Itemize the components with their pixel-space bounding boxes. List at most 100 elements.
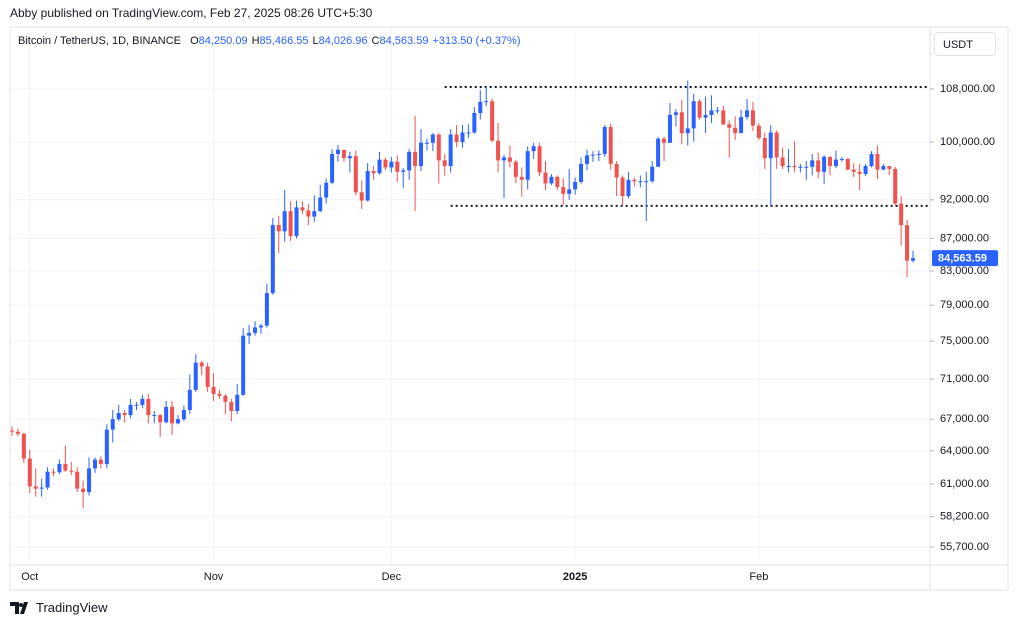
x-tick-label: Nov bbox=[204, 571, 224, 583]
candle-body bbox=[857, 171, 862, 174]
y-tick-label: 108,000.00 bbox=[940, 83, 995, 95]
y-tick-label: 71,000.00 bbox=[940, 373, 989, 385]
grid-layer bbox=[10, 27, 930, 565]
last-price-tag bbox=[932, 250, 998, 267]
candle-body bbox=[845, 158, 850, 170]
candle-body bbox=[531, 146, 536, 152]
candle-body bbox=[590, 154, 595, 156]
candle-body bbox=[235, 394, 240, 411]
x-tick-label: Dec bbox=[382, 571, 402, 583]
candle-body bbox=[33, 486, 38, 489]
candle-body bbox=[513, 161, 518, 177]
y-tick-label: 100,000.00 bbox=[940, 136, 995, 148]
candle-body bbox=[454, 134, 459, 143]
candle-body bbox=[134, 404, 139, 406]
candle-body bbox=[187, 389, 192, 410]
candle-body bbox=[869, 153, 874, 167]
candle-body bbox=[768, 132, 773, 159]
candle-body bbox=[697, 101, 702, 118]
candle-body bbox=[501, 157, 506, 161]
candle-body bbox=[419, 142, 424, 167]
candle-body bbox=[561, 187, 566, 194]
candle-body bbox=[371, 171, 376, 174]
candle-body bbox=[828, 156, 833, 167]
candle-body bbox=[258, 325, 263, 328]
candle-body bbox=[792, 166, 797, 168]
candle-body bbox=[253, 327, 258, 333]
candle-body bbox=[507, 157, 512, 162]
candle-body bbox=[863, 166, 868, 174]
candle-body bbox=[709, 110, 714, 115]
symbol: Bitcoin / TetherUS, 1D, BINANCE bbox=[18, 35, 182, 47]
candle-body bbox=[602, 127, 607, 154]
candle-body bbox=[128, 404, 133, 416]
candle-body bbox=[116, 413, 121, 420]
legend-value: +313.50 (+0.37%) bbox=[432, 35, 521, 47]
candle-body bbox=[152, 415, 157, 417]
candle-body bbox=[122, 413, 127, 416]
candle-body bbox=[312, 211, 317, 217]
candle-body bbox=[241, 335, 246, 395]
candle-body bbox=[673, 112, 678, 115]
candle-body bbox=[816, 160, 821, 172]
candle-body bbox=[401, 170, 406, 172]
publisher-line: Abby published on TradingView.com, Feb 2… bbox=[10, 6, 373, 20]
candle-body bbox=[365, 171, 370, 201]
y-tick-label: 75,000.00 bbox=[940, 335, 989, 347]
candle-body bbox=[833, 159, 838, 167]
candle-body bbox=[15, 431, 20, 434]
candle-body bbox=[466, 132, 471, 134]
legend-key: C bbox=[371, 35, 380, 47]
candle-body bbox=[905, 225, 910, 261]
legend-value: 84,026.96 bbox=[318, 35, 368, 47]
candle-body bbox=[383, 159, 388, 168]
x-tick-label: 2025 bbox=[563, 571, 587, 583]
candle-body bbox=[140, 398, 145, 405]
candle-body bbox=[685, 128, 690, 134]
y-tick-label: 87,000.00 bbox=[940, 232, 989, 244]
candle-body bbox=[264, 293, 269, 326]
candle-body bbox=[822, 156, 827, 172]
candle-body bbox=[306, 210, 311, 217]
candle-body bbox=[614, 163, 619, 178]
currency-button[interactable]: USDT bbox=[934, 32, 996, 56]
y-tick-label: 79,000.00 bbox=[940, 299, 989, 311]
candle-body bbox=[51, 471, 56, 473]
candle-body bbox=[205, 366, 210, 387]
candle-body bbox=[288, 211, 293, 237]
candle-body bbox=[341, 149, 346, 159]
candle-body bbox=[739, 116, 744, 134]
candle-body bbox=[715, 110, 720, 112]
legend-key: O bbox=[190, 35, 199, 47]
candle-body bbox=[620, 177, 625, 197]
candle-body bbox=[875, 153, 880, 170]
candle-body bbox=[199, 362, 204, 367]
candle-body bbox=[745, 110, 750, 117]
candle-body bbox=[851, 169, 856, 172]
candle-body bbox=[211, 386, 216, 394]
candle-body bbox=[193, 362, 198, 390]
candle-body bbox=[330, 153, 335, 183]
candle-body bbox=[57, 463, 62, 473]
candle-body bbox=[756, 125, 761, 138]
candle-body bbox=[750, 110, 755, 126]
candle-body bbox=[549, 176, 554, 184]
legend-key: H bbox=[251, 35, 260, 47]
candle-body bbox=[164, 406, 169, 423]
candle-body bbox=[667, 114, 672, 143]
candle-body bbox=[632, 179, 637, 182]
brand: TradingView bbox=[36, 600, 108, 615]
candle-body bbox=[484, 101, 489, 103]
candle-body bbox=[460, 132, 465, 143]
candle-body bbox=[899, 203, 904, 226]
candle-body bbox=[608, 127, 613, 164]
candle-body bbox=[442, 160, 447, 167]
candle-body bbox=[579, 163, 584, 182]
candle-body bbox=[478, 101, 483, 113]
candle-body bbox=[170, 406, 175, 424]
candle-body bbox=[27, 458, 32, 487]
candle-body bbox=[247, 332, 252, 336]
candle-body bbox=[359, 192, 364, 201]
legend-key: L bbox=[312, 35, 319, 47]
